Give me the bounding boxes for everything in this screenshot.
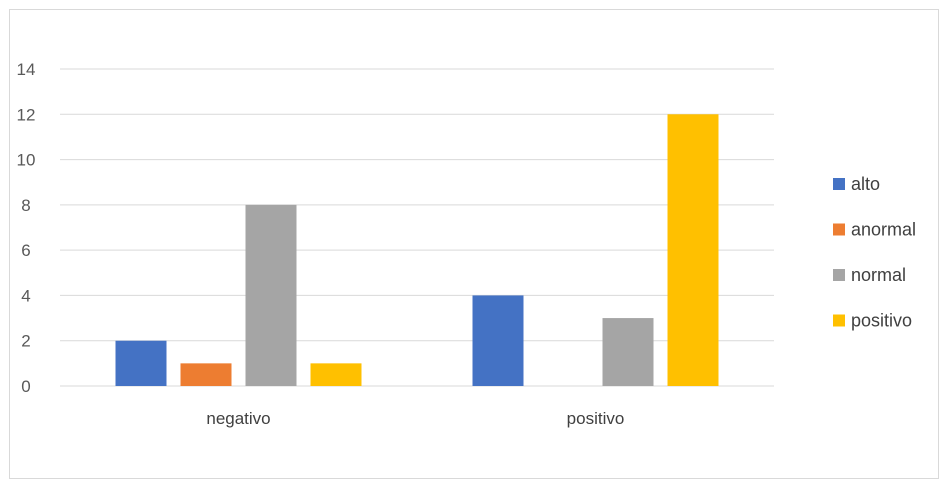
legend-label-anormal: anormal — [851, 220, 916, 240]
y-tick-label-6: 6 — [21, 241, 30, 260]
legend-swatch-positivo — [833, 314, 845, 327]
y-tick-label-2: 2 — [21, 332, 30, 351]
y-tick-label-12: 12 — [17, 105, 36, 124]
x-category-label-positivo: positivo — [567, 409, 625, 428]
bar-negativo-normal — [245, 204, 297, 386]
bar-positivo-alto — [472, 295, 524, 386]
legend-label-alto: alto — [851, 174, 880, 194]
bar-negativo-anormal — [180, 363, 232, 386]
y-tick-label-4: 4 — [21, 286, 30, 305]
legend-label-positivo: positivo — [851, 311, 912, 331]
bar-negativo-positivo — [310, 363, 362, 386]
bar-positivo-positivo — [667, 114, 719, 387]
y-tick-label-8: 8 — [21, 196, 30, 215]
x-axis-categories: negativo positivo — [206, 409, 624, 428]
legend-swatch-anormal — [833, 223, 845, 236]
x-category-label-negativo: negativo — [206, 409, 270, 428]
y-tick-label-14: 14 — [17, 60, 36, 79]
legend-swatch-normal — [833, 269, 845, 281]
y-axis-ticks: 0 2 4 6 8 10 12 14 — [17, 60, 36, 396]
y-tick-label-0: 0 — [21, 377, 30, 396]
gridlines — [60, 68, 774, 387]
legend-label-normal: normal — [851, 265, 906, 285]
bar-negativo-alto — [115, 340, 167, 386]
bars — [115, 114, 719, 387]
legend-swatch-alto — [833, 178, 845, 190]
y-tick-label-10: 10 — [17, 151, 36, 170]
bar-positivo-normal — [602, 318, 654, 386]
chart-frame — [9, 9, 939, 479]
legend: alto anormal normal positivo — [833, 174, 916, 331]
